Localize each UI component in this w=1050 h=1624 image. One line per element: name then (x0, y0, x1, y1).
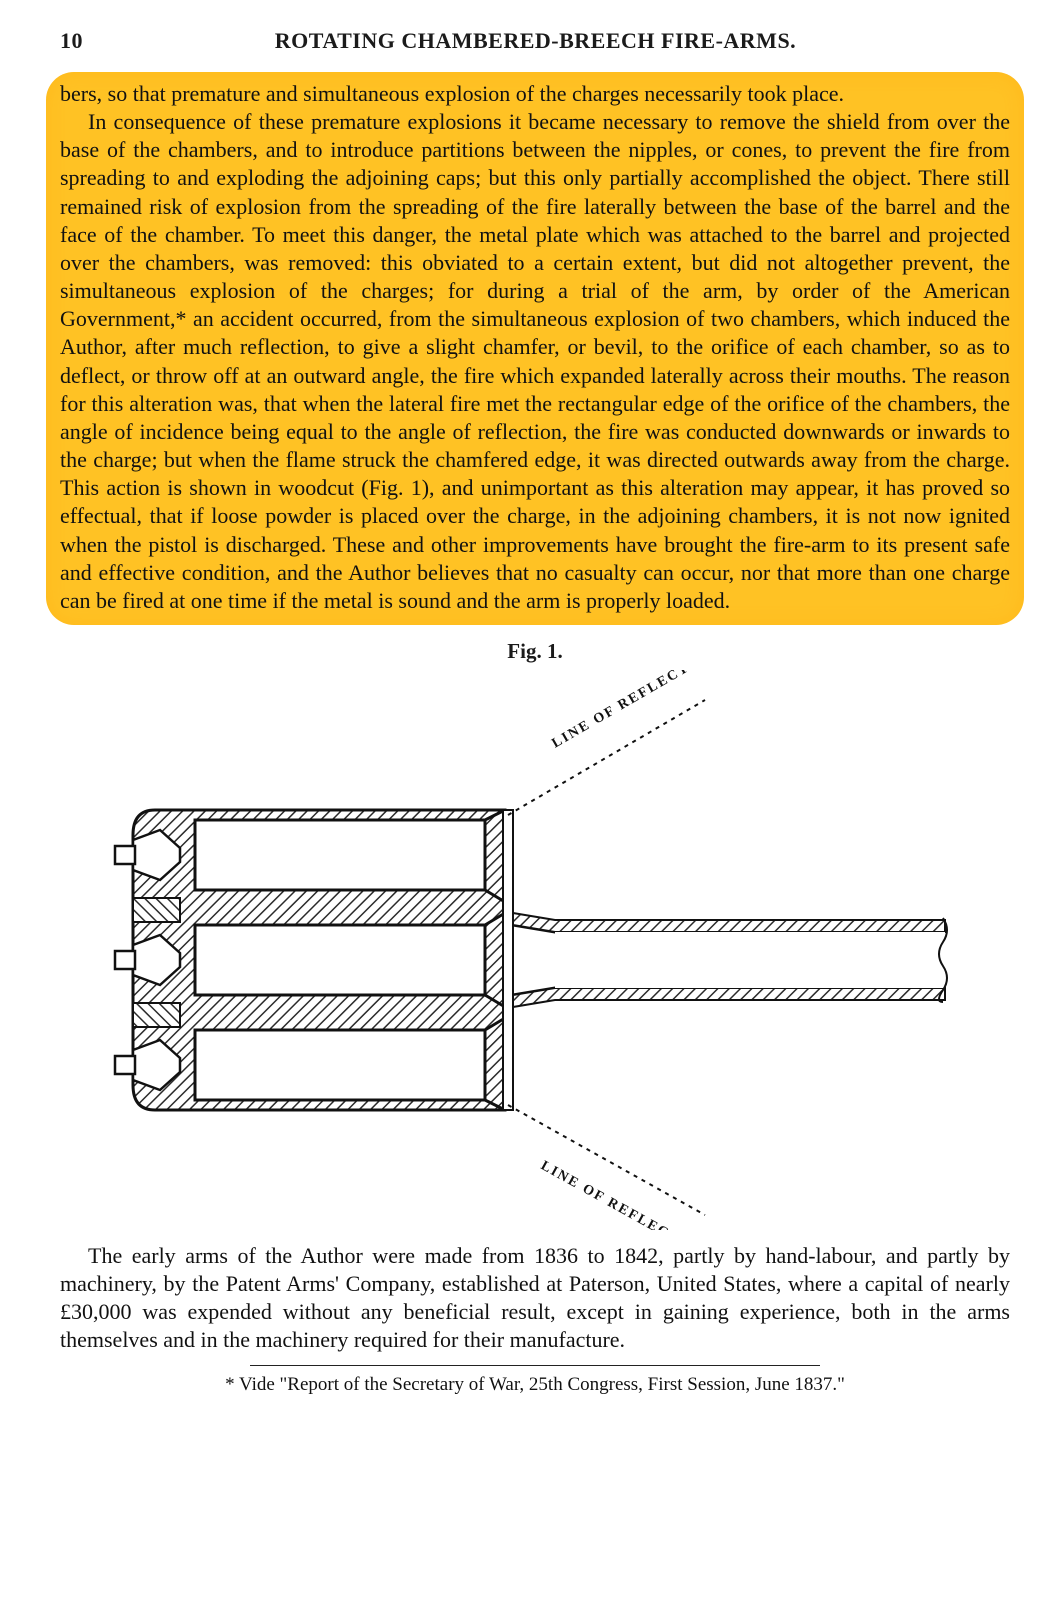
footnote: * Vide "Report of the Secretary of War, … (60, 1374, 1010, 1396)
figure-label-lower: LINE OF REFLECTION (538, 1158, 710, 1230)
figure-1: LINE OF REFLECTION LINE OF REFLECTION (60, 670, 1010, 1230)
paragraph-continuation: bers, so that premature and simultaneous… (60, 80, 1010, 108)
figure-label-upper: LINE OF REFLECTION (550, 670, 721, 751)
lower-paragraph-block: The early arms of the Author were made f… (60, 1242, 1010, 1355)
header-title: ROTATING CHAMBERED-BREECH FIRE-ARMS. (83, 28, 988, 54)
document-page: 10 ROTATING CHAMBERED-BREECH FIRE-ARMS. … (0, 0, 1050, 1624)
running-header: 10 ROTATING CHAMBERED-BREECH FIRE-ARMS. (60, 28, 1010, 54)
page-number: 10 (60, 28, 83, 54)
footnote-rule (250, 1365, 820, 1366)
highlighted-passage: bers, so that premature and simultaneous… (46, 72, 1024, 625)
paragraph-lower: The early arms of the Author were made f… (60, 1242, 1010, 1355)
body-text-block: bers, so that premature and simultaneous… (60, 80, 1010, 615)
paragraph-main: In consequence of these premature explos… (60, 108, 1010, 615)
figure-1-svg: LINE OF REFLECTION LINE OF REFLECTION (85, 670, 985, 1230)
figure-caption: Fig. 1. (60, 639, 1010, 664)
